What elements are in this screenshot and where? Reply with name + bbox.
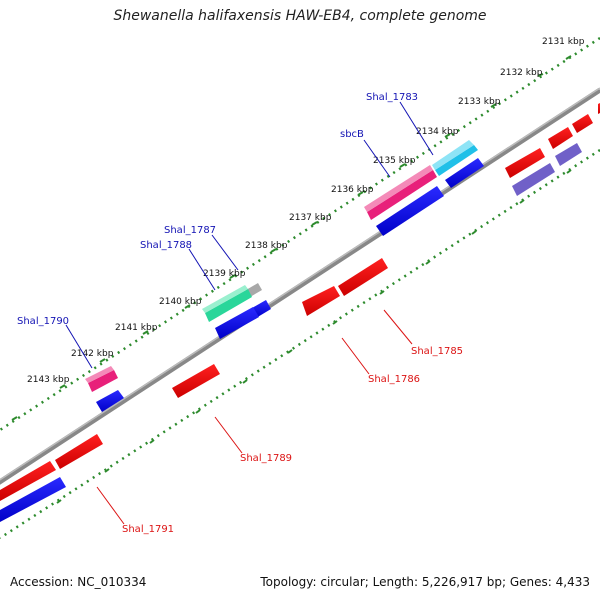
topology-label: Topology: circular; Length: 5,226,917 bp… xyxy=(260,575,590,589)
tick-label: 2141 kbp xyxy=(115,323,158,333)
tick-label: 2135 kbp xyxy=(373,156,416,166)
gene-blue-4[interactable] xyxy=(215,307,259,339)
tick-label: 2142 kbp xyxy=(71,349,114,359)
tick-label: 2132 kbp xyxy=(500,68,543,78)
gene-red-b[interactable] xyxy=(55,434,103,469)
tick-label: 2136 kbp xyxy=(331,185,374,195)
gene-blue-5[interactable] xyxy=(96,390,124,412)
gene-label: Shal_1786 xyxy=(368,374,420,385)
gene-shal-1788-top xyxy=(202,285,248,313)
gene-label: Shal_1783 xyxy=(366,92,418,103)
gene-label: Shal_1790 xyxy=(17,316,69,327)
tick-label: 2134 kbp xyxy=(416,127,459,137)
gene-shal-1790[interactable] xyxy=(88,370,118,392)
gene-blue-2[interactable] xyxy=(376,186,444,236)
gene-label: Shal_1789 xyxy=(240,453,292,464)
gene-label: sbcB xyxy=(340,129,364,140)
tick-label: 2133 kbp xyxy=(458,97,501,107)
gene-shal-1785[interactable] xyxy=(338,258,388,296)
gene-shal-1786[interactable] xyxy=(302,286,340,316)
outer-tick-rail xyxy=(0,36,600,432)
gene-label: Shal_1788 xyxy=(140,240,192,251)
label-leaders-reverse xyxy=(96,309,413,525)
gene-purple-2[interactable] xyxy=(555,143,582,166)
gene-sbcB-top xyxy=(364,165,433,212)
inner-major-ticks xyxy=(56,169,572,504)
genome-backbone-highlight xyxy=(0,87,600,481)
gene-label: Shal_1787 xyxy=(164,225,216,236)
accession-label: Accession: NC_010334 xyxy=(10,575,147,589)
gene-label: Shal_1785 xyxy=(411,346,463,357)
gene-red-c[interactable] xyxy=(505,148,545,178)
gene-shal-1790-top xyxy=(85,366,114,383)
tick-label: 2138 kbp xyxy=(245,241,288,251)
gene-shal-1789[interactable] xyxy=(172,364,220,398)
inner-tick-rail xyxy=(0,148,600,540)
genome-backbone xyxy=(0,87,600,485)
tick-label: 2143 kbp xyxy=(27,375,70,385)
tick-label: 2139 kbp xyxy=(203,269,246,279)
label-leaders-forward xyxy=(65,101,434,369)
tick-label: 2137 kbp xyxy=(289,213,332,223)
gene-sbcB[interactable] xyxy=(367,170,437,220)
gene-shal-1783[interactable] xyxy=(435,145,478,176)
gene-blue-6[interactable] xyxy=(0,477,66,522)
gene-red-a[interactable] xyxy=(0,461,56,501)
gene-label: Shal_1791 xyxy=(122,524,174,535)
map-title: Shewanella halifaxensis HAW-EB4, complet… xyxy=(113,8,487,24)
tick-label: 2140 kbp xyxy=(159,297,202,307)
gene-shal-1783-top xyxy=(432,140,474,170)
gene-red-d[interactable] xyxy=(548,127,573,149)
gene-shal-1788[interactable] xyxy=(205,289,252,322)
gene-blue-1[interactable] xyxy=(445,158,484,188)
gene-red-e[interactable] xyxy=(572,114,593,133)
tick-label: 2131 kbp xyxy=(542,37,585,47)
gene-purple-1[interactable] xyxy=(512,163,555,196)
outer-major-ticks xyxy=(11,55,572,421)
